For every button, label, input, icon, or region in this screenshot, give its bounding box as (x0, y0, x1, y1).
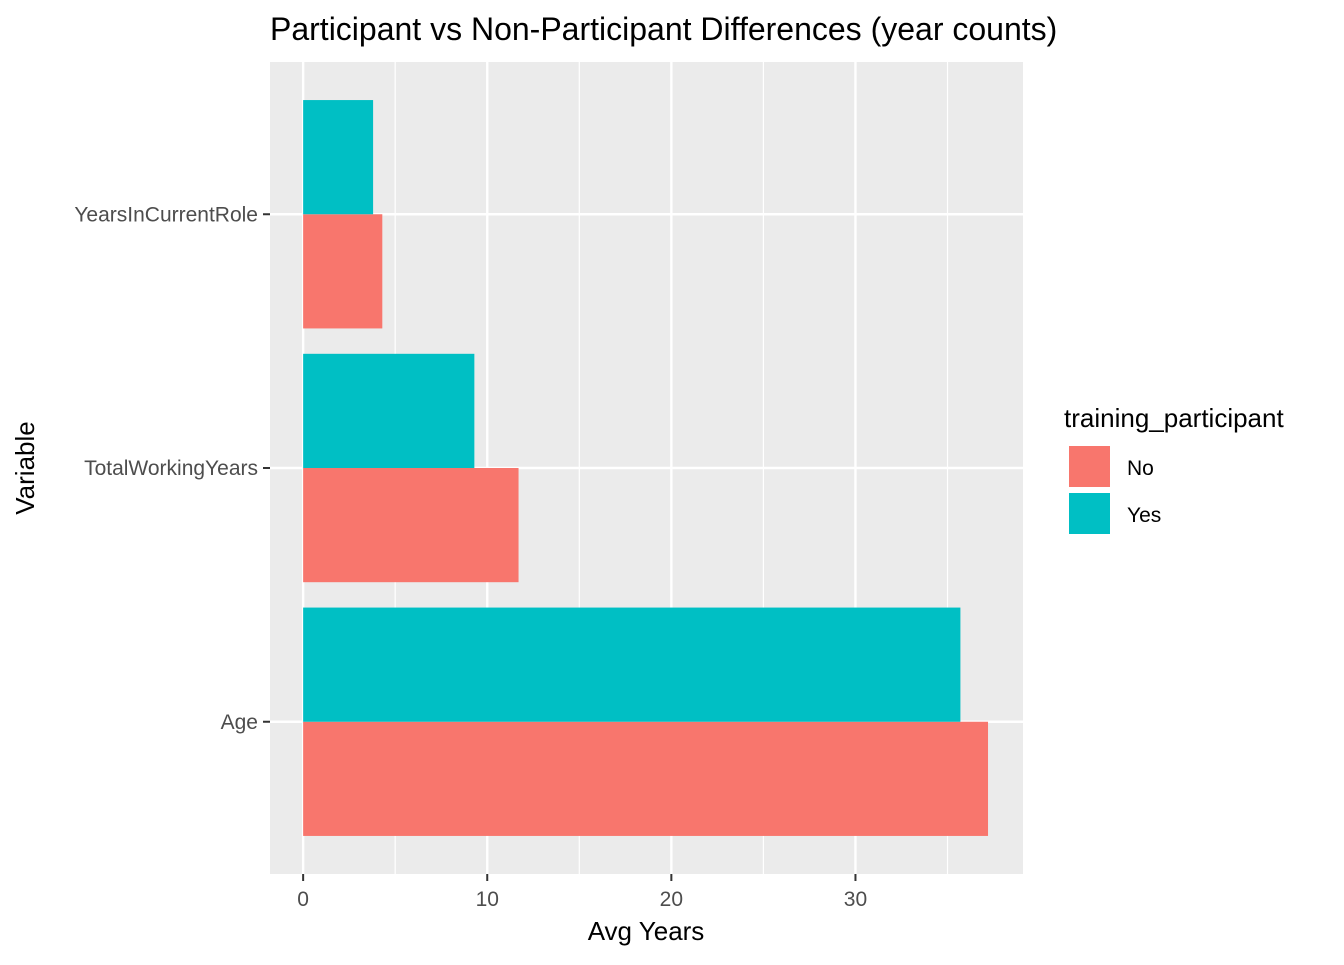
bar-no-totalworkingyears (303, 468, 519, 583)
y-axis-title: Variable (10, 421, 40, 514)
x-tick-label: 30 (844, 888, 867, 911)
legend-label-no: No (1127, 457, 1154, 480)
x-tick-label: 20 (660, 888, 683, 911)
x-axis-title: Avg Years (588, 916, 705, 946)
bar-no-yearsincurrentrole (303, 214, 383, 329)
x-axis: 0 10 20 30 (297, 874, 867, 911)
x-tick-label: 0 (297, 888, 309, 911)
bar-yes-totalworkingyears (303, 353, 475, 468)
legend-key-no (1067, 444, 1112, 489)
bar-no-age (303, 721, 989, 836)
legend-title: training_participant (1064, 403, 1284, 433)
legend-label-yes: Yes (1127, 504, 1161, 527)
bar-yes-yearsincurrentrole (303, 100, 374, 215)
y-tick-label: TotalWorkingYears (84, 457, 258, 480)
chart-title: Participant vs Non-Participant Differenc… (270, 11, 1057, 47)
bar-yes-age (303, 607, 961, 722)
legend-items: No Yes (1067, 444, 1161, 536)
y-axis: Age TotalWorkingYears YearsInCurrentRole (74, 203, 270, 734)
x-tick-label: 10 (476, 888, 499, 911)
y-tick-label: Age (221, 711, 258, 734)
legend: training_participant No Yes (1064, 403, 1284, 536)
legend-key-yes (1067, 491, 1112, 536)
bars (303, 100, 989, 836)
y-tick-label: YearsInCurrentRole (74, 203, 258, 226)
